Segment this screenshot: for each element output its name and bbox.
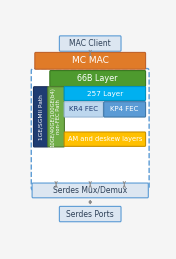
Text: Serdes Mux/Demux: Serdes Mux/Demux (53, 186, 127, 195)
FancyBboxPatch shape (31, 69, 149, 190)
FancyBboxPatch shape (59, 206, 121, 222)
Text: MC MAC: MC MAC (72, 56, 109, 65)
Text: KP4 FEC: KP4 FEC (111, 106, 139, 112)
FancyBboxPatch shape (48, 87, 64, 147)
Text: MAC Client: MAC Client (69, 39, 111, 48)
Text: 66B Layer: 66B Layer (77, 74, 118, 83)
Text: AM and deskew layers: AM and deskew layers (68, 136, 142, 142)
Text: KR4 FEC: KR4 FEC (69, 106, 98, 112)
FancyBboxPatch shape (64, 132, 146, 146)
FancyBboxPatch shape (64, 87, 146, 100)
FancyBboxPatch shape (104, 102, 146, 117)
FancyBboxPatch shape (50, 70, 146, 87)
FancyBboxPatch shape (33, 87, 48, 147)
Text: 10GE/40GE/100GE(b4)
non-FEC Path: 10GE/40GE/100GE(b4) non-FEC Path (51, 87, 61, 147)
FancyBboxPatch shape (59, 36, 121, 51)
FancyBboxPatch shape (64, 102, 103, 117)
FancyBboxPatch shape (35, 52, 146, 69)
FancyBboxPatch shape (32, 183, 148, 198)
Text: 257 Layer: 257 Layer (87, 90, 123, 97)
Text: 1GE/SGMII Path: 1GE/SGMII Path (38, 94, 43, 140)
Text: Serdes Ports: Serdes Ports (66, 210, 114, 219)
